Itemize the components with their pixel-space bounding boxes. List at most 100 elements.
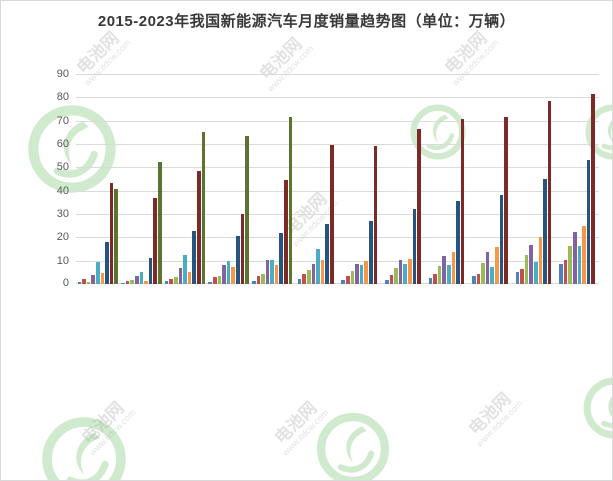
bar-2022年-4月 (240, 214, 245, 284)
battery-network-logo-watermark (315, 411, 391, 480)
bar-2020年-6月 (320, 259, 325, 284)
bar-2016年-12月 (563, 259, 568, 284)
bar-2015年-10月 (472, 276, 476, 284)
bar-2018年-11月 (529, 244, 534, 284)
bar-2021年-9月 (456, 200, 460, 284)
bar-2016年-4月 (212, 276, 217, 284)
gridline (76, 191, 599, 192)
plot-area (76, 74, 599, 284)
bar-2021年-12月 (586, 160, 591, 284)
bar-2015年-1月 (77, 282, 82, 284)
y-axis-tick-label: 0 (62, 277, 69, 289)
bar-2021年-10月 (499, 194, 504, 284)
bar-2020年-3月 (187, 271, 192, 284)
bar-2016年-8月 (389, 275, 394, 284)
bar-2017年-11月 (524, 255, 529, 284)
bar-2019年-7月 (359, 265, 364, 284)
bar-group-3月 (163, 74, 207, 284)
gridline (76, 97, 599, 98)
bar-2017年-1月 (86, 282, 91, 284)
bar-2015年-11月 (515, 271, 520, 284)
bar-2022年-12月 (591, 94, 596, 284)
y-axis-tick-label: 10 (56, 255, 69, 267)
bar-group-11月 (512, 74, 556, 284)
bar-2020年-12月 (582, 226, 586, 284)
bar-group-1月 (76, 74, 120, 284)
bar-2018年-1月 (91, 275, 95, 284)
bar-group-9月 (425, 74, 469, 284)
bar-2021年-7月 (368, 220, 373, 284)
bar-2017年-7月 (350, 270, 355, 284)
bar-2020年-9月 (451, 251, 456, 284)
bar-2016年-2月 (125, 280, 130, 284)
bar-2017年-10月 (481, 262, 485, 284)
bar-2020年-2月 (144, 281, 148, 284)
watermark-text: 电池网 www.itdcw.com (75, 395, 137, 457)
bar-2022年-7月 (373, 145, 378, 284)
bar-2015年-12月 (559, 264, 563, 284)
battery-network-logo-watermark (40, 415, 128, 480)
bar-2022年-6月 (329, 144, 334, 284)
watermark-brand: 电池网 (78, 398, 128, 448)
bar-2018年-9月 (442, 255, 446, 284)
bar-2022年-9月 (460, 118, 465, 284)
bar-2015年-5月 (251, 280, 256, 284)
chart-title: 2015-2023年我国新能源汽车月度销量趋势图（单位：万辆） (97, 13, 516, 30)
bar-2017年-4月 (217, 276, 222, 284)
bar-2015年-4月 (208, 281, 212, 284)
bar-2016年-5月 (256, 275, 261, 284)
bar-2022年-2月 (153, 198, 157, 284)
bar-2023年-3月 (201, 131, 206, 284)
bar-2019年-11月 (534, 261, 538, 284)
watermark-brand: 电池网 (465, 389, 515, 439)
bar-2018年-2月 (134, 276, 139, 284)
gridline (76, 214, 599, 215)
bar-2016年-3月 (169, 278, 173, 284)
y-axis-tick-label: 60 (56, 138, 69, 150)
bar-group-2月 (120, 74, 164, 284)
y-axis-tick-label: 30 (56, 208, 69, 220)
bar-2018年-8月 (398, 260, 403, 284)
bar-2019年-9月 (446, 265, 451, 284)
bar-2019年-4月 (226, 261, 231, 284)
bar-2020年-4月 (231, 267, 235, 284)
bar-2017年-12月 (568, 246, 573, 284)
bar-2019年-12月 (577, 246, 582, 284)
bar-group-4月 (207, 74, 251, 284)
bar-2017年-8月 (394, 268, 398, 284)
bar-2019年-1月 (95, 261, 100, 284)
bar-2019年-3月 (183, 254, 187, 284)
bar-group-7月 (337, 74, 381, 284)
gridline (76, 283, 599, 284)
bar-2020年-11月 (538, 237, 543, 284)
bar-group-8月 (381, 74, 425, 284)
bar-2022年-10月 (504, 117, 508, 284)
bar-2023年-4月 (245, 135, 249, 284)
battery-network-logo-watermark (582, 376, 612, 445)
bar-2018年-3月 (178, 268, 183, 284)
bar-2021年-2月 (148, 258, 153, 284)
bar-2015年-3月 (164, 280, 169, 284)
y-axis-tick-label: 50 (56, 161, 69, 173)
bar-2016年-9月 (433, 273, 437, 284)
bar-2022年-1月 (109, 183, 114, 284)
bar-2022年-5月 (284, 179, 288, 284)
bar-2020年-7月 (364, 261, 368, 284)
bar-2021年-11月 (543, 179, 547, 284)
gridline (76, 74, 599, 75)
bar-2019年-5月 (270, 259, 274, 284)
watermark-url: www.itdcw.com (474, 398, 525, 449)
bar-2023年-1月 (114, 188, 118, 284)
watermark-brand: 电池网 (271, 398, 321, 448)
y-axis-tick-label: 20 (56, 231, 69, 243)
y-axis-tick-label: 70 (56, 115, 69, 127)
bar-2017年-5月 (261, 273, 265, 284)
bar-2020年-8月 (407, 258, 412, 284)
bar-2019年-6月 (316, 248, 320, 284)
bar-2017年-2月 (130, 279, 134, 284)
gridline (76, 167, 599, 168)
bar-2017年-3月 (173, 276, 178, 284)
bar-2023年-2月 (157, 161, 162, 284)
bar-2015年-8月 (384, 279, 389, 284)
